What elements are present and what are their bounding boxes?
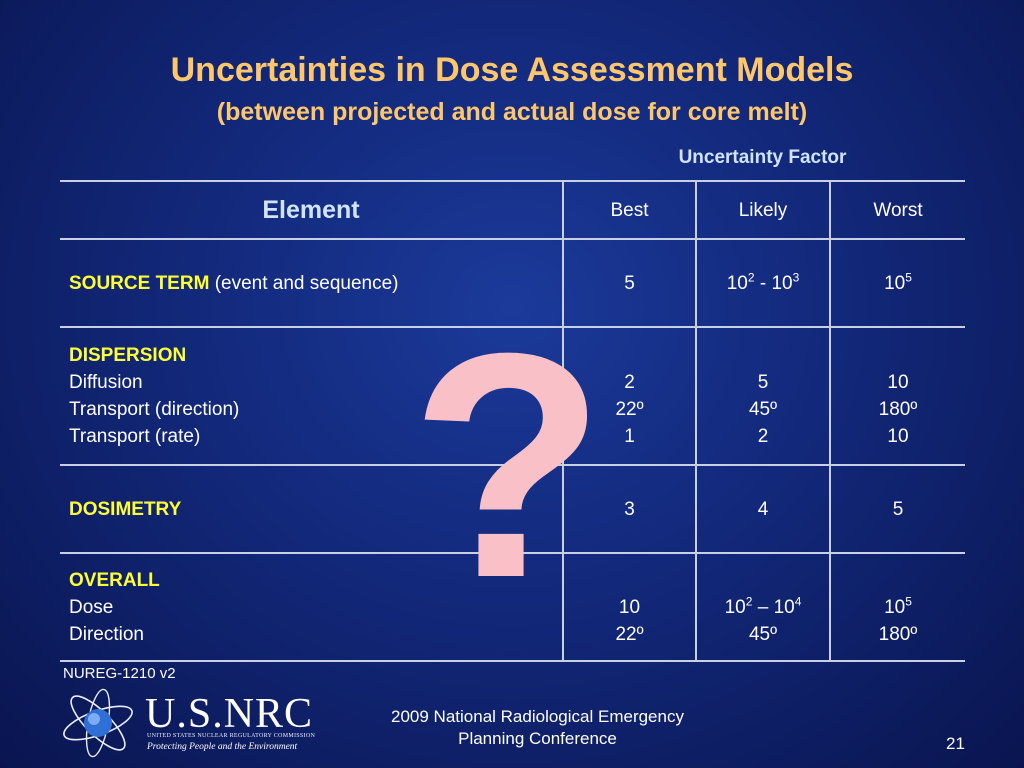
conference-line-2: Planning Conference (458, 729, 617, 748)
header-likely: Likely (695, 180, 830, 240)
dispersion-cell: DISPERSION Diffusion Transport (directio… (60, 326, 563, 466)
source-term-likely-exp-b: 3 (792, 270, 800, 285)
source-term-likely-exp-a: 2 (747, 270, 755, 285)
dosimetry-worst: 5 (829, 464, 965, 554)
overall-worst: 105 180º (829, 552, 965, 662)
overall-direction-worst: 180º (878, 623, 918, 645)
overall-dose-likely-exp-a: 2 (745, 594, 753, 609)
overall-direction-likely: 45º (748, 623, 778, 645)
source-term-label: SOURCE TERM (69, 272, 210, 294)
overall-direction-best: 22º (615, 623, 644, 645)
source-term-cell: SOURCE TERM (event and sequence) (60, 238, 563, 328)
dispersion-best: 2 22º 1 (562, 326, 696, 466)
table-header-row: Element Best Likely Worst (60, 180, 965, 240)
dispersion-rate-name: Transport (rate) (69, 426, 201, 447)
logo-tagline: Protecting People and the Environment (147, 742, 298, 752)
dispersion-diffusion-worst: 10 (887, 372, 909, 393)
source-term-likely-base-b: 10 (771, 272, 793, 294)
conference-name: 2009 National Radiological Emergency Pla… (340, 706, 735, 750)
dispersion-label: DISPERSION (69, 345, 187, 366)
dispersion-likely: 5 45º 2 (695, 326, 830, 466)
overall-dose-likely-exp-b: 4 (794, 594, 802, 609)
overall-dose-worst: 105 (831, 594, 965, 621)
source-term-likely-sep: - (754, 272, 772, 294)
dosimetry-label: DOSIMETRY (69, 498, 182, 520)
nrc-atom-logo-icon (63, 688, 133, 758)
dispersion-worst: 10 180º 10 (829, 326, 965, 466)
header-best: Best (562, 180, 696, 240)
dispersion-direction-worst: 180º (878, 399, 918, 420)
overall-cell: OVERALL Dose Direction (60, 552, 563, 662)
dispersion-diffusion-name: Diffusion (69, 372, 143, 393)
overall-dose-name: Dose (69, 596, 114, 618)
overall-dose-likely-base-b: 10 (773, 596, 795, 618)
conference-line-1: 2009 National Radiological Emergency (391, 707, 684, 726)
dosimetry-best: 3 (562, 464, 696, 554)
page-number: 21 (946, 734, 965, 753)
overall-dose-worst-exp: 5 (905, 594, 912, 609)
overall-best: 10 22º (562, 552, 696, 662)
uncertainty-factor-label: Uncertainty Factor (678, 147, 847, 168)
overall-dose-likely-sep: – (752, 596, 774, 618)
dispersion-rate-likely: 2 (757, 426, 769, 447)
dispersion-diffusion-likely: 5 (757, 372, 769, 393)
slide-subtitle: (between projected and actual dose for c… (216, 98, 808, 126)
dispersion-rate-worst: 10 (887, 426, 909, 447)
logo-subtitle: UNITED STATES NUCLEAR REGULATORY COMMISS… (147, 733, 316, 739)
dosimetry-likely: 4 (695, 464, 830, 554)
uncertainty-table: Element Best Likely Worst SOURCE TERM (e… (60, 180, 965, 662)
source-term-worst: 105 (829, 238, 965, 328)
overall-dose-likely: 102 – 104 (697, 594, 829, 621)
overall-dose-best: 10 (618, 596, 641, 618)
dispersion-direction-name: Transport (direction) (69, 399, 240, 420)
header-element: Element (60, 180, 563, 240)
table-row-dispersion: DISPERSION Diffusion Transport (directio… (60, 326, 965, 466)
overall-likely: 102 – 104 45º (695, 552, 830, 662)
overall-dose-likely-base-a: 10 (724, 596, 746, 618)
dosimetry-cell: DOSIMETRY (60, 464, 563, 554)
dispersion-direction-best: 22º (615, 399, 644, 420)
overall-label: OVERALL (69, 569, 160, 591)
source-term-best: 5 (562, 238, 696, 328)
table-row-dosimetry: DOSIMETRY 3 4 5 (60, 464, 965, 554)
source-term-worst-exp: 5 (905, 270, 912, 285)
overall-dose-worst-base: 10 (884, 596, 906, 618)
dispersion-diffusion-best: 2 (624, 372, 635, 393)
source-term-worst-base: 10 (884, 272, 906, 294)
source-term-likely-base-a: 10 (726, 272, 748, 294)
slide-title: Uncertainties in Dose Assessment Models (170, 51, 854, 89)
source-term-likely: 102 - 103 (695, 238, 830, 328)
table-row-source-term: SOURCE TERM (event and sequence) 5 102 -… (60, 238, 965, 328)
dispersion-direction-likely: 45º (748, 399, 778, 420)
reference-label: NUREG-1210 v2 (63, 665, 176, 682)
dispersion-rate-best: 1 (624, 426, 635, 447)
header-worst: Worst (829, 180, 965, 240)
overall-direction-name: Direction (69, 623, 144, 645)
source-term-detail: (event and sequence) (214, 272, 399, 294)
table-row-overall: OVERALL Dose Direction 10 22º 102 – 104 … (60, 552, 965, 662)
logo-text: U.S.NRC (145, 691, 314, 737)
